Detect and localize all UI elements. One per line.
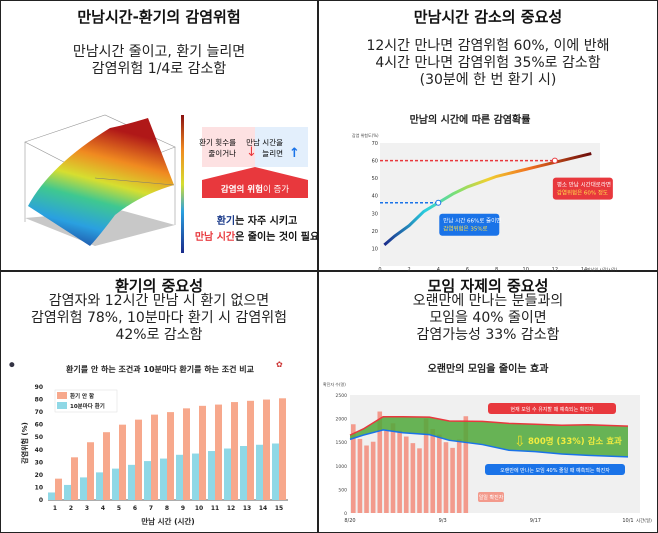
surface-plot: 환기 횟수를 줄이거나 ↓ 만남 시간을 늘리면 ↑ 감염의 위험이 증가 환기…	[24, 114, 318, 253]
text-line: 감염자와 12시간 만남 시 환기 없으면	[48, 293, 270, 309]
arrow-up-icon: ↑	[289, 146, 300, 161]
panel-description: 12시간 만나면 감염위험 60%, 이에 반해 4시간 만나면 감염위험 35…	[318, 38, 658, 89]
panel-description: 만남시간 줄이고, 환기 늘리면 감염위험 1/4로 감소함	[0, 44, 318, 78]
text-line: 오랜만에 만나는 분들과의	[412, 293, 564, 309]
text-line: 모임을 40% 줄이면	[429, 310, 547, 326]
message-line: 환기는 자주 시키고	[217, 214, 298, 227]
risk-banner-text: 감염의 위험이 증가	[221, 184, 289, 195]
panel-meeting-time: 만남시간 감소의 중요성 12시간 만나면 감염위험 60%, 이에 반해 4시…	[318, 0, 658, 270]
surface-edge	[94, 177, 175, 186]
panel-gathering: 모임 자제의 중요성 오랜만에 만나는 분들과의 모임을 40% 줄이면 감염가…	[318, 271, 658, 533]
text-line: (30분에 한 번 환기 시)	[419, 72, 557, 88]
colorbar	[181, 115, 184, 253]
risk-banner	[202, 167, 308, 198]
text-line: 42%로 감소함	[115, 327, 203, 343]
infographic-text: 늘리면	[262, 148, 283, 158]
infographic-text: 환기 횟수를	[199, 137, 236, 147]
panel-ventilation: 환기의 중요성 감염자와 12시간 만남 시 환기 없으면 감염위험 78%, …	[0, 271, 318, 533]
divider	[317, 0, 319, 533]
text-line: 12시간 만나면 감염위험 60%, 이에 반해	[366, 38, 610, 54]
message-line: 만남 시간은 줄이는 것이 필요	[195, 230, 318, 243]
text-line: 감염위험 1/4로 감소함	[91, 61, 227, 77]
text-line: 4시간 만나면 감염위험 35%로 감소함	[375, 55, 601, 71]
panel-meeting-ventilation: 만남시간-환기의 감염위험 만남시간 줄이고, 환기 늘리면 감염위험 1/4로…	[0, 0, 318, 270]
infographic-text: 만남 시간을	[246, 137, 283, 147]
panel-title: 만남시간-환기의 감염위험	[77, 8, 241, 26]
arrow-down-icon: ↓	[246, 145, 257, 160]
text-line: 감염가능성 33% 감소함	[416, 327, 560, 343]
divider	[0, 270, 658, 272]
panel-description: 오랜만에 만나는 분들과의 모임을 40% 줄이면 감염가능성 33% 감소함	[318, 293, 658, 344]
infographic-text: 줄이거나	[208, 148, 236, 158]
infographic-box	[255, 127, 308, 167]
panel-title: 환기의 중요성	[114, 277, 204, 295]
panel-title: 모임 자제의 중요성	[427, 277, 549, 295]
infographic-box	[202, 127, 255, 167]
panel-description: 감염자와 12시간 만남 시 환기 없으면 감염위험 78%, 10분마다 환기…	[0, 293, 318, 344]
panel-title: 만남시간 감소의 중요성	[413, 8, 563, 26]
text-line: 감염위험 78%, 10분마다 환기 시 감염위험	[31, 310, 287, 326]
text-line: 만남시간 줄이고, 환기 늘리면	[72, 44, 246, 60]
infographic: 환기 횟수를 줄이거나 ↓ 만남 시간을 늘리면 ↑ 감염의 위험이 증가 환기…	[195, 127, 318, 243]
surface	[28, 118, 174, 246]
